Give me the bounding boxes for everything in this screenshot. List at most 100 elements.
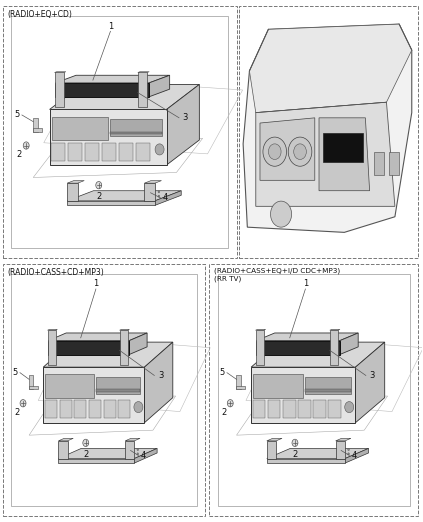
Bar — [329, 400, 341, 418]
Circle shape — [294, 144, 306, 160]
Bar — [85, 143, 99, 161]
Text: 1: 1 — [303, 279, 308, 288]
Bar — [389, 152, 399, 175]
Circle shape — [269, 144, 281, 160]
Bar — [209, 264, 418, 516]
Bar — [67, 183, 78, 201]
Bar — [136, 143, 150, 161]
Bar — [268, 400, 280, 418]
Polygon shape — [55, 72, 66, 73]
Bar — [52, 116, 108, 140]
Bar — [330, 330, 338, 365]
Text: 4: 4 — [163, 193, 168, 203]
Text: (RADIO+CASS+CD+MP3): (RADIO+CASS+CD+MP3) — [7, 268, 104, 277]
Polygon shape — [167, 85, 199, 165]
Circle shape — [227, 399, 233, 407]
Bar — [298, 400, 311, 418]
Text: 1: 1 — [108, 21, 113, 31]
Text: 2: 2 — [96, 192, 102, 201]
Circle shape — [137, 453, 139, 455]
Bar — [58, 458, 135, 463]
Bar — [236, 375, 241, 389]
Bar — [110, 132, 162, 135]
Circle shape — [158, 195, 159, 197]
Polygon shape — [135, 448, 157, 463]
Circle shape — [271, 201, 291, 227]
Bar — [68, 143, 82, 161]
Polygon shape — [330, 329, 340, 330]
Text: 2: 2 — [16, 150, 22, 159]
Bar — [305, 389, 352, 392]
Polygon shape — [340, 333, 358, 354]
Circle shape — [288, 137, 312, 166]
Text: 4: 4 — [352, 451, 357, 460]
Text: 3: 3 — [158, 371, 163, 380]
Bar — [118, 400, 130, 418]
Text: (RADIO+CASS+EQ+I/D CDC+MP3): (RADIO+CASS+EQ+I/D CDC+MP3) — [214, 268, 340, 274]
Bar — [55, 73, 64, 107]
Bar — [251, 367, 355, 423]
Bar — [104, 400, 116, 418]
Circle shape — [20, 399, 26, 407]
Bar — [96, 389, 140, 392]
Polygon shape — [149, 75, 170, 97]
Bar — [374, 152, 385, 175]
Polygon shape — [125, 438, 140, 441]
Bar — [144, 183, 155, 201]
Polygon shape — [67, 181, 84, 183]
Polygon shape — [129, 333, 147, 354]
Polygon shape — [120, 329, 129, 330]
Polygon shape — [155, 191, 181, 205]
Polygon shape — [251, 342, 385, 367]
Text: 2: 2 — [292, 450, 298, 459]
Bar — [120, 330, 128, 365]
Bar — [67, 201, 155, 205]
Text: 2: 2 — [14, 408, 19, 417]
Bar — [336, 441, 345, 458]
Polygon shape — [345, 448, 368, 463]
Polygon shape — [138, 72, 149, 73]
Bar — [3, 264, 205, 516]
Bar — [89, 400, 101, 418]
Circle shape — [345, 401, 354, 413]
Bar — [43, 367, 145, 423]
Polygon shape — [67, 191, 181, 201]
Bar — [267, 458, 345, 463]
Bar — [11, 274, 197, 506]
Polygon shape — [144, 181, 162, 183]
Bar — [218, 274, 409, 506]
Polygon shape — [58, 438, 73, 441]
Bar — [33, 128, 42, 132]
Polygon shape — [355, 342, 385, 423]
Text: (RR TV): (RR TV) — [214, 275, 241, 281]
Bar — [29, 375, 33, 389]
Bar — [48, 341, 129, 354]
Bar — [33, 118, 38, 132]
Bar — [47, 330, 55, 365]
Bar — [323, 134, 363, 162]
Bar — [255, 330, 264, 365]
Text: 3: 3 — [369, 371, 375, 380]
Bar — [58, 441, 68, 458]
Polygon shape — [260, 118, 315, 180]
Polygon shape — [43, 342, 173, 367]
Circle shape — [263, 137, 286, 166]
Text: (RADIO+EQ+CD): (RADIO+EQ+CD) — [7, 10, 72, 19]
Polygon shape — [336, 438, 351, 441]
Bar — [110, 120, 162, 136]
Bar — [236, 386, 245, 389]
Polygon shape — [47, 329, 58, 330]
Bar — [49, 110, 167, 165]
Polygon shape — [319, 118, 370, 191]
Bar — [239, 6, 418, 258]
Polygon shape — [256, 333, 358, 341]
Text: 4: 4 — [141, 451, 146, 460]
Bar — [305, 377, 352, 394]
Polygon shape — [255, 329, 266, 330]
Bar — [313, 400, 326, 418]
Bar — [283, 400, 296, 418]
Bar — [256, 341, 340, 354]
Bar — [267, 441, 276, 458]
Text: 1: 1 — [93, 279, 99, 288]
Bar — [74, 400, 86, 418]
